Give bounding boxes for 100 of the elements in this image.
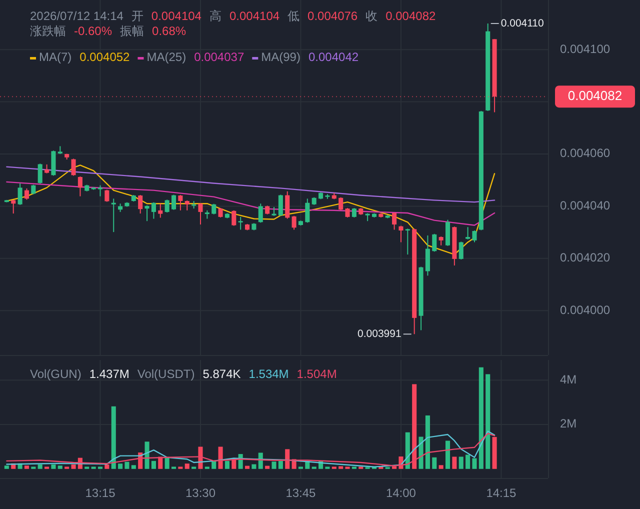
annotation: 0.68% [152,24,186,38]
bar [38,464,42,469]
annotation: 1.534M [248,367,289,382]
candlestick [144,204,150,222]
candlestick [151,202,156,220]
x-tick-label: 13:30 [185,486,216,500]
bar [418,436,424,469]
bar [71,464,76,469]
candlestick [198,202,203,225]
bar [278,460,283,469]
bar [118,464,123,469]
candlestick [352,208,356,218]
bar [438,465,444,469]
candlestick [171,194,176,210]
y-tick-label: 0.004060 [560,146,610,160]
bar [338,466,344,469]
annotation: 0.004042 [308,50,359,64]
x-tick-label: 13:45 [286,486,316,500]
candlestick [285,190,290,220]
candlestick [258,203,263,224]
bar [432,457,437,469]
candlestick [305,198,310,224]
candlestick [398,225,404,243]
bar [492,436,497,469]
bar [198,446,203,469]
candlestick [392,212,397,230]
bar [486,374,490,469]
bar [111,406,116,469]
y-tick-label: 4M [560,372,577,386]
candlestick [425,234,430,276]
annotation: -0.60% [74,24,112,38]
bar [445,440,450,469]
annotation: 收 [366,9,378,24]
bar [144,442,150,469]
candlestick [472,230,477,243]
candlestick [138,194,143,214]
annotation: 1.437M [89,367,130,382]
candlestick [78,176,82,197]
candlestick [164,199,170,213]
x-tick-label: 14:15 [486,486,517,500]
bar [244,466,250,469]
annotation: Vol(GUN) [30,367,82,382]
bar [164,457,170,469]
bar [151,460,156,469]
bar [458,456,464,469]
annotation: 5.874K [202,367,241,382]
y-tick-label: 0.004100 [560,42,610,56]
bar [58,466,62,469]
candlestick [432,233,437,252]
candlestick [111,198,116,233]
candlestick [71,158,76,176]
bar [452,456,457,469]
candlestick [405,228,410,256]
annotation: 0.004110 [500,17,544,30]
annotation: 开 [131,9,144,24]
candlestick [338,196,344,211]
x-tick-label: 14:00 [386,486,416,500]
bar [124,462,130,469]
candlestick [278,194,283,216]
candlestick [458,241,464,260]
bar [412,384,417,469]
annotation: 0.004104 [229,9,280,24]
x-tick-label: 13:15 [85,486,116,500]
candlestick [238,216,243,230]
annotation: 0.004076 [308,9,358,24]
candlestick [104,189,110,202]
annotation: 0.003991 [358,328,402,340]
bar [425,415,430,469]
bar [272,462,276,469]
candlestick [38,163,42,184]
y-tick-label: 0.004000 [560,302,610,317]
bar [285,449,290,469]
annotation: 1.504M [296,367,337,382]
bar [472,458,477,469]
candlestick [184,200,190,211]
candlestick [212,203,216,215]
bar [131,465,136,469]
bar [252,464,256,469]
bar [212,460,216,469]
candlestick [178,194,183,211]
text: 2026/07/12 14:14 [30,9,124,24]
bar [392,466,397,469]
ref-line-label: 0.004082 [568,88,622,104]
candlestick [31,184,36,195]
candlestick [292,215,296,230]
annotation: 振幅 [120,24,144,38]
annotation: 0.004082 [386,9,436,24]
candlestick [218,208,223,218]
candlestick [232,210,236,226]
annotation: 涨跌幅 [30,24,66,38]
legend-label: MA(7) [39,50,72,64]
bar [158,456,163,469]
bar [218,446,223,469]
annotation: Vol(USDT) [137,367,195,382]
bar [4,466,9,469]
legend-label: MA(25) [146,50,186,64]
y-tick-label: 2M [560,416,577,431]
y-tick-label: 0.004040 [560,198,610,212]
annotation: 0.004037 [194,50,244,64]
candlestick [445,219,450,246]
